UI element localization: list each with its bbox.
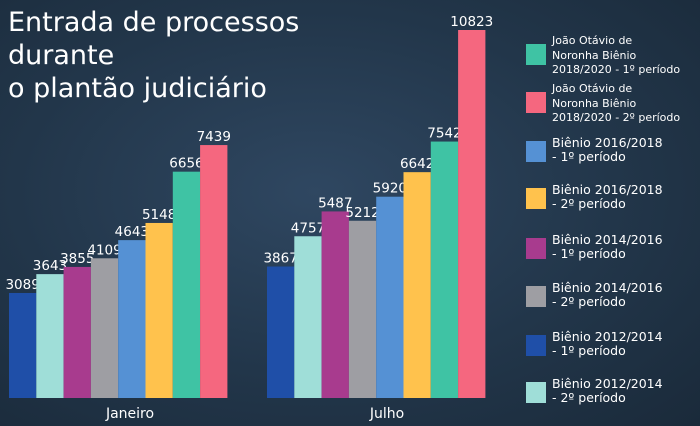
- legend-item: Biênio 2016/2018 - 1º período: [526, 136, 700, 164]
- bar-value-label: 4109: [87, 242, 121, 258]
- legend-item: Biênio 2012/2014 - 2º período: [526, 377, 700, 405]
- legend-label: Biênio 2012/2014 - 1º período: [552, 329, 663, 358]
- bar-julho-series-5: [376, 196, 404, 398]
- bar-value-label: 4757: [291, 220, 325, 236]
- legend-swatch: [526, 141, 546, 162]
- bar-value-label: 5920: [373, 181, 407, 197]
- bar-janeiro-series-3: [63, 266, 91, 398]
- bar-julho-series-6: [403, 172, 431, 398]
- bar-julho-series-8: [458, 30, 486, 398]
- legend-label: João Otávio de Noronha Biênio 2018/2020 …: [552, 34, 681, 76]
- bar-janeiro-series-4: [90, 258, 119, 398]
- legend-label: Biênio 2014/2016 - 1º período: [552, 232, 663, 261]
- legend-label: Biênio 2012/2014 - 2º período: [552, 376, 663, 405]
- chart-legend: João Otávio de Noronha Biênio 2018/2020 …: [526, 0, 700, 426]
- legend-swatch: [526, 286, 546, 307]
- bar-value-label: 3855: [60, 251, 94, 267]
- bar-julho-series-4: [348, 220, 377, 398]
- legend-swatch: [526, 92, 546, 113]
- legend-label: Biênio 2016/2018 - 1º período: [552, 135, 663, 164]
- bar-value-label: 6656: [169, 156, 203, 172]
- legend-label: Biênio 2014/2016 - 2º período: [552, 280, 663, 309]
- legend-item: Biênio 2014/2016 - 1º período: [526, 233, 700, 261]
- bar-janeiro-series-8: [200, 145, 228, 398]
- legend-item: Biênio 2016/2018 - 2º período: [526, 183, 700, 211]
- bar-value-label: 4643: [115, 224, 149, 240]
- bar-value-label: 3089: [5, 277, 39, 293]
- bar-julho-series-1: [267, 266, 295, 398]
- legend-swatch: [526, 238, 546, 259]
- category-label-julho: Julho: [369, 406, 404, 422]
- bar-value-label: 6642: [400, 156, 434, 172]
- bar-value-label: 5487: [318, 195, 352, 211]
- legend-label: João Otávio de Noronha Biênio 2018/2020 …: [552, 82, 681, 124]
- bar-value-label: 7542: [427, 126, 461, 142]
- bar-value-label: 7439: [197, 129, 231, 145]
- bar-value-label: 5212: [345, 205, 379, 221]
- bar-value-label: 3643: [33, 258, 67, 274]
- legend-label: Biênio 2016/2018 - 2º período: [552, 182, 663, 211]
- bar-julho-series-3: [321, 211, 349, 398]
- legend-item: João Otávio de Noronha Biênio 2018/2020 …: [526, 82, 700, 126]
- bar-julho-series-2: [294, 236, 322, 398]
- chart-title: Entrada de processos durante o plantão j…: [8, 7, 300, 104]
- bar-julho-series-7: [430, 141, 459, 398]
- category-label-janeiro: Janeiro: [105, 406, 154, 422]
- bar-value-label: 3867: [263, 251, 297, 267]
- legend-swatch: [526, 44, 546, 65]
- bar-janeiro-series-7: [172, 171, 201, 398]
- bar-janeiro-series-5: [118, 240, 146, 398]
- legend-swatch: [526, 382, 546, 403]
- bar-janeiro-series-6: [145, 222, 173, 398]
- legend-swatch: [526, 335, 546, 356]
- legend-item: Biênio 2014/2016 - 2º período: [526, 281, 700, 309]
- legend-item: Biênio 2012/2014 - 1º período: [526, 330, 700, 358]
- legend-item: João Otávio de Noronha Biênio 2018/2020 …: [526, 34, 700, 78]
- bar-janeiro-series-1: [9, 292, 37, 398]
- bar-value-label: 10823: [450, 14, 493, 30]
- bar-value-label: 5148: [142, 207, 176, 223]
- legend-swatch: [526, 188, 546, 209]
- bar-janeiro-series-2: [36, 274, 64, 398]
